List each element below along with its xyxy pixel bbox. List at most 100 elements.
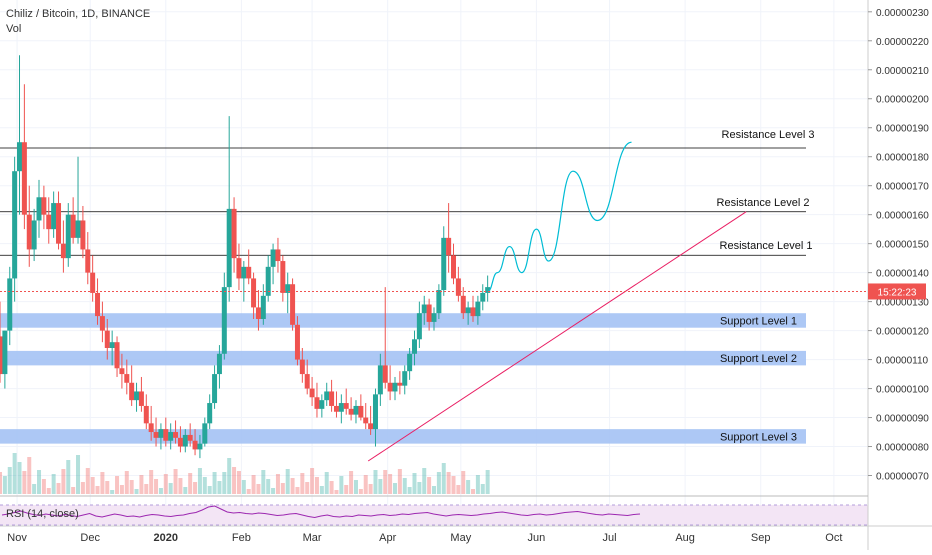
candle-body xyxy=(182,434,188,447)
candle-body xyxy=(411,339,417,354)
volume-bar xyxy=(71,487,76,494)
candle-body xyxy=(343,403,349,409)
candle-body xyxy=(392,382,398,392)
volume-bar xyxy=(305,482,310,494)
candle-body xyxy=(426,304,432,322)
volume-bar xyxy=(392,483,397,494)
candle-body xyxy=(270,249,276,267)
volume-bar xyxy=(95,486,100,494)
volume-label: Vol xyxy=(6,23,22,35)
trendline-line xyxy=(367,211,747,462)
volume-bar xyxy=(373,470,378,494)
candle-body xyxy=(251,278,257,308)
candle-body xyxy=(290,284,296,325)
candle-body xyxy=(163,429,169,441)
price-tick-label: 0.00000110 xyxy=(876,356,929,367)
candle-body xyxy=(455,278,461,296)
price-tick-label: 0.00000220 xyxy=(876,37,929,48)
volume-bar xyxy=(212,472,217,494)
volume-bar xyxy=(461,471,466,494)
candle-body xyxy=(12,171,18,279)
candle-body xyxy=(158,429,164,438)
volume-bar xyxy=(310,468,315,494)
candle-body xyxy=(70,214,76,238)
volume-bar xyxy=(202,477,207,494)
candle-body xyxy=(197,443,203,450)
volume-bar xyxy=(27,457,32,494)
time-tick-label: Mar xyxy=(303,532,322,544)
volume-bar xyxy=(124,471,129,494)
volume-bar xyxy=(134,489,139,494)
support-band xyxy=(0,429,806,444)
volume-bar xyxy=(66,460,71,494)
resistance-level-label: Resistance Level 3 xyxy=(722,129,815,141)
trendline xyxy=(367,211,747,462)
candle-body xyxy=(36,197,42,221)
candle-body xyxy=(99,316,105,331)
volume-bar xyxy=(149,470,154,494)
volume-bar xyxy=(232,467,237,494)
volume-bar xyxy=(280,483,285,494)
support-bands xyxy=(0,313,806,444)
volume-bar xyxy=(32,484,37,494)
candle-body xyxy=(153,432,159,438)
volume-bar xyxy=(480,484,485,494)
candle-body xyxy=(421,304,427,314)
support-level-label: Support Level 1 xyxy=(720,315,797,327)
volume-bar xyxy=(475,475,480,494)
candle-body xyxy=(485,287,491,293)
candle-body xyxy=(202,423,208,444)
candle-body xyxy=(431,313,437,322)
volume-bar xyxy=(285,469,290,494)
volume-bar xyxy=(173,469,178,494)
rsi-band xyxy=(0,505,868,525)
candle-body xyxy=(85,249,91,273)
support-band xyxy=(0,350,806,366)
price-tick-label: 0.00000210 xyxy=(876,66,929,77)
candle-body xyxy=(480,292,486,302)
volume-bar xyxy=(432,486,436,494)
candle-body xyxy=(192,440,198,450)
current-time-label: 15:22:23 xyxy=(878,287,917,298)
candle-body xyxy=(460,295,466,314)
volume-bar xyxy=(412,473,417,494)
volume-bar xyxy=(436,472,441,494)
volume-bar xyxy=(261,470,266,494)
candle-body xyxy=(17,142,23,172)
candle-body xyxy=(41,197,47,215)
volume-bar xyxy=(266,479,271,494)
volume-bar xyxy=(300,473,305,494)
candle-body xyxy=(207,403,213,424)
candle-body xyxy=(60,243,66,259)
volume-bar xyxy=(236,471,241,494)
volume-bar xyxy=(188,473,193,494)
candle-body xyxy=(26,214,32,250)
volume-bar xyxy=(329,481,334,494)
volume-bar xyxy=(41,479,46,494)
candle-body xyxy=(95,292,101,317)
candle-body xyxy=(338,403,344,412)
volume-bar xyxy=(7,467,12,494)
candle-body xyxy=(221,287,227,354)
candle-body xyxy=(402,371,408,386)
candle-body xyxy=(416,313,422,340)
candle-body xyxy=(382,365,388,383)
volume-bar xyxy=(324,472,329,494)
candle-body xyxy=(236,258,242,279)
volume-bar xyxy=(17,462,22,494)
volume-bar xyxy=(339,476,344,494)
volume-bar xyxy=(158,488,163,494)
candle-body xyxy=(333,405,339,412)
volume-bar xyxy=(402,478,407,494)
volume-bar xyxy=(358,489,363,494)
candle-body xyxy=(0,336,3,375)
volume-bar xyxy=(378,479,383,494)
price-tick-label: 0.00000160 xyxy=(876,211,929,222)
candle-body xyxy=(260,295,266,320)
volume-bar xyxy=(275,474,280,494)
volume-bar xyxy=(246,489,251,494)
candle-body xyxy=(21,142,27,215)
volume-bar xyxy=(90,477,95,494)
candle-body xyxy=(7,278,13,331)
